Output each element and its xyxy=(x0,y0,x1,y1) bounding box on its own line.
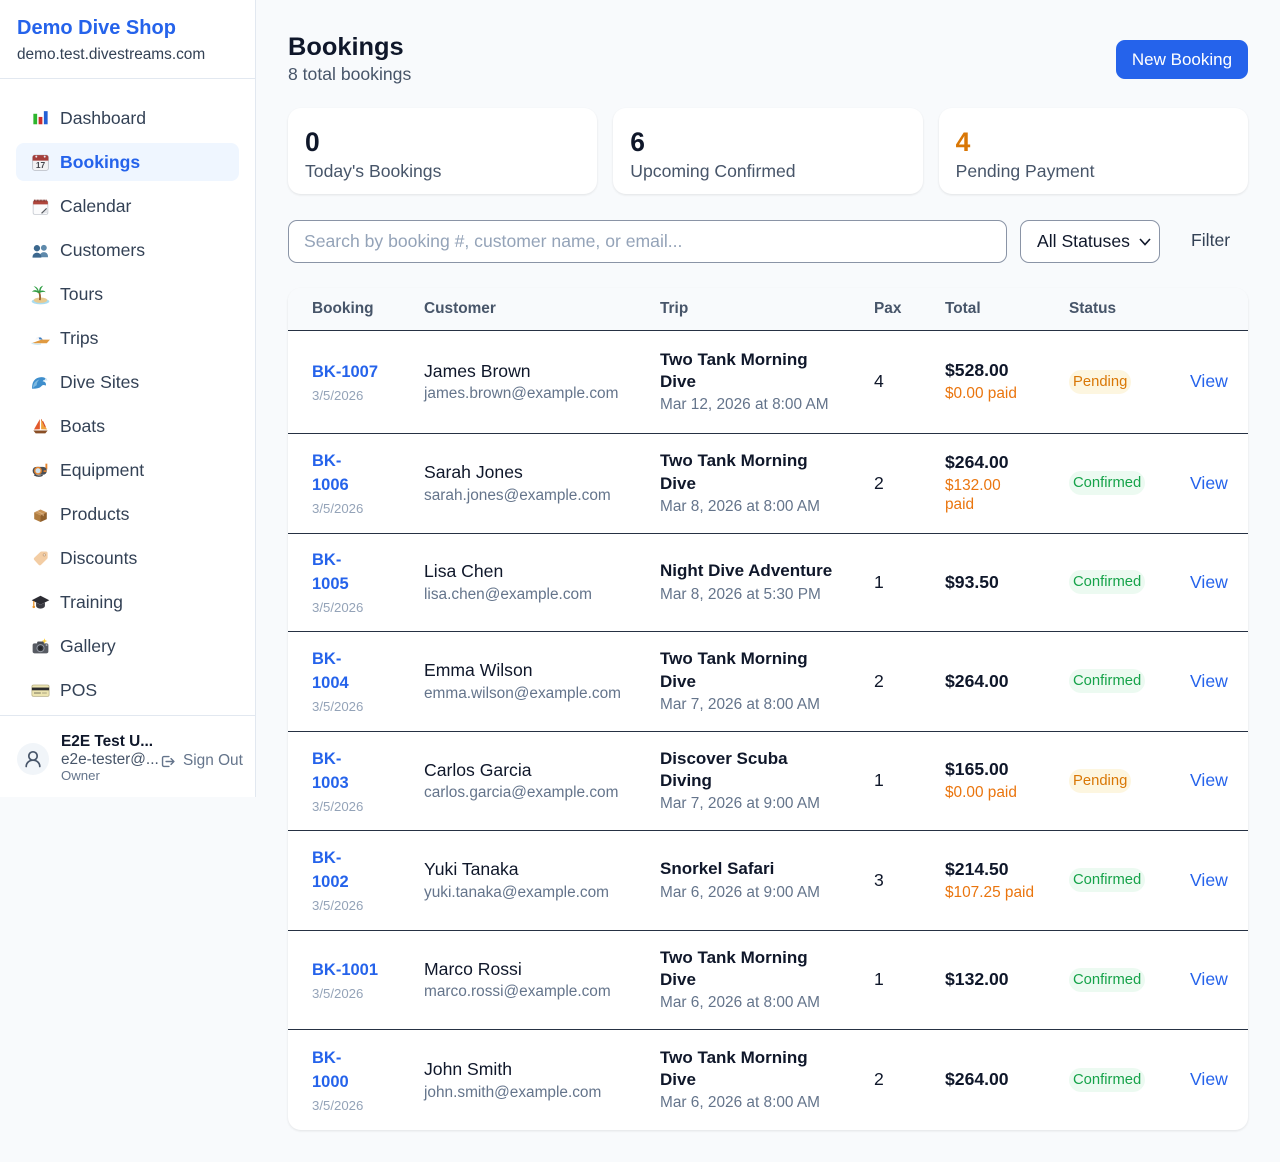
svg-text:17: 17 xyxy=(36,160,46,170)
